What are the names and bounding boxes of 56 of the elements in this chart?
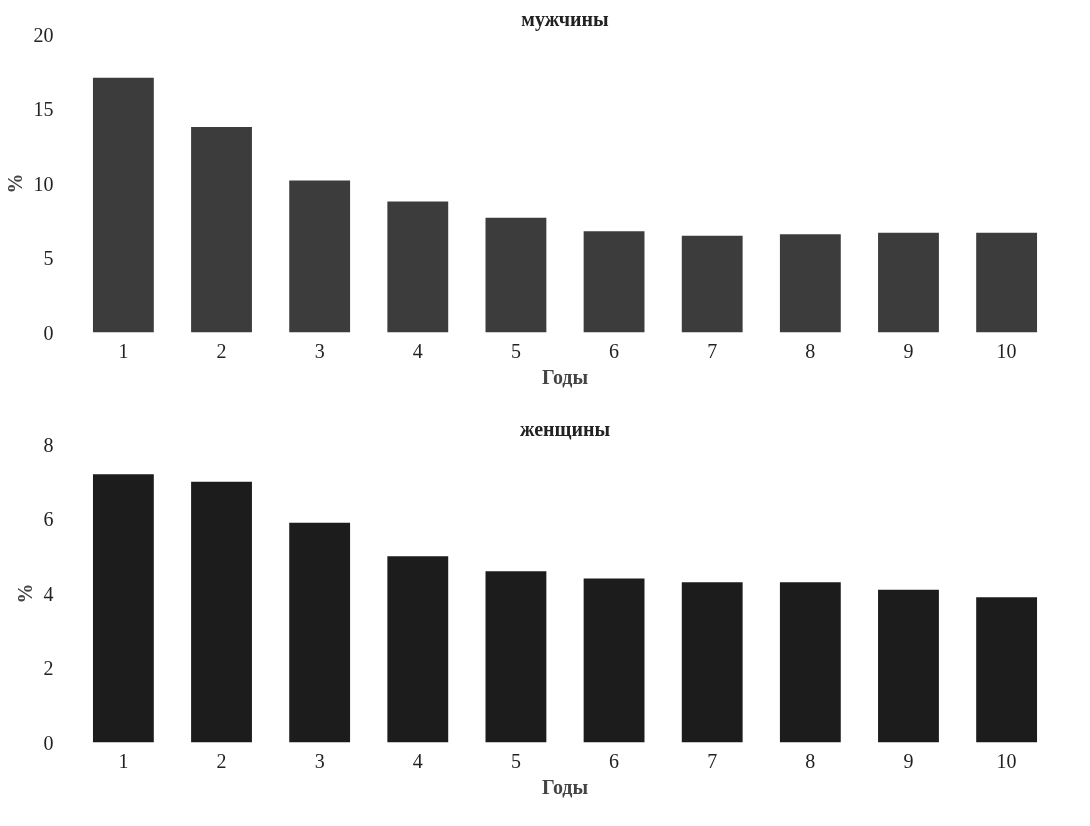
bar — [92, 77, 154, 333]
bar — [387, 556, 449, 743]
bar — [779, 234, 841, 333]
bar — [681, 582, 743, 743]
x-axis-title: Годы — [541, 775, 589, 798]
y-tick-label: 2 — [43, 657, 54, 679]
y-axis-title: % — [13, 583, 36, 604]
x-tick-label: 4 — [412, 749, 423, 772]
bar — [583, 578, 645, 743]
y-tick-label: 6 — [43, 508, 54, 530]
x-tick-label: 9 — [903, 749, 914, 772]
y-tick-label: 20 — [33, 23, 54, 46]
y-tick-label: 10 — [33, 172, 54, 195]
y-tick-label: 8 — [43, 433, 54, 456]
bar — [485, 217, 547, 333]
x-axis-title: Годы — [541, 365, 589, 388]
x-tick-label: 6 — [609, 749, 620, 772]
bar — [387, 201, 449, 333]
x-tick-label: 7 — [707, 749, 718, 772]
chart-title: женщины — [519, 417, 611, 440]
bar — [976, 597, 1038, 743]
y-tick-label: 15 — [33, 98, 54, 120]
bar — [779, 582, 841, 743]
x-tick-label: 2 — [216, 749, 227, 772]
bar — [289, 180, 351, 333]
bar — [191, 481, 252, 743]
x-tick-label: 5 — [510, 339, 521, 362]
bar — [289, 522, 351, 743]
x-tick-label: 3 — [314, 749, 325, 772]
x-tick-label: 1 — [118, 749, 129, 772]
chart-title: мужчины — [521, 7, 610, 31]
bar — [681, 235, 743, 333]
bar — [191, 126, 252, 333]
x-tick-label: 1 — [118, 339, 129, 362]
y-axis-title: % — [3, 173, 26, 194]
x-tick-label: 10 — [996, 749, 1017, 772]
x-tick-label: 8 — [805, 339, 816, 362]
x-tick-label: 8 — [805, 749, 816, 772]
x-tick-label: 6 — [609, 339, 620, 362]
bar — [878, 589, 939, 743]
x-tick-label: 9 — [903, 339, 914, 362]
y-tick-label: 0 — [43, 321, 54, 344]
bar — [92, 474, 154, 743]
x-tick-label: 3 — [314, 339, 325, 362]
x-tick-label: 2 — [216, 339, 227, 362]
bar — [878, 232, 939, 333]
y-tick-label: 4 — [43, 582, 54, 605]
x-tick-label: 4 — [412, 339, 423, 362]
x-tick-label: 5 — [510, 749, 521, 772]
x-tick-label: 10 — [996, 339, 1017, 362]
bar — [583, 231, 645, 333]
y-tick-label: 5 — [43, 247, 54, 269]
bar — [976, 232, 1038, 333]
bar — [485, 571, 547, 743]
x-tick-label: 7 — [707, 339, 718, 362]
y-tick-label: 0 — [43, 731, 54, 754]
